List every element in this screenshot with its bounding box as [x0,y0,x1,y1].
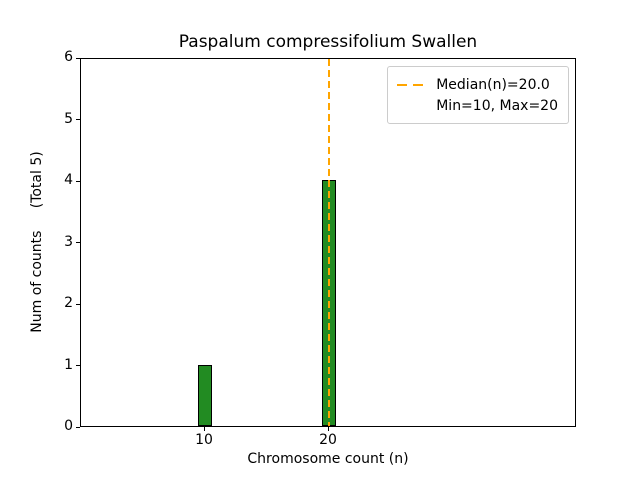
legend-entry-median: Median(n)=20.0 [397,74,558,95]
plot-area: Median(n)=20.0 Min=10, Max=20 [80,58,576,427]
y-tick-mark [76,119,80,120]
empty-legend-sample [397,105,427,107]
legend-label-median: Median(n)=20.0 [436,76,550,93]
y-tick-label: 0 [64,418,73,434]
chart-title: Paspalum compressifolium Swallen [178,32,478,52]
bar [197,364,213,426]
x-tick-mark [327,427,329,431]
y-tick-mark [76,303,80,305]
x-tick-label: 10 [195,432,213,448]
y-tick-label: 1 [64,356,73,373]
dashed-line-legend-sample-icon [397,83,428,86]
y-tick-mark [76,180,80,182]
legend-label-minmax: Min=10, Max=20 [436,97,558,114]
median-line [328,59,330,426]
y-tick-label: 6 [64,49,73,65]
y-tick-mark [76,242,80,243]
y-tick-mark [76,57,80,59]
x-tick-mark [203,427,205,431]
y-tick-label: 5 [64,110,73,127]
y-tick-label: 4 [64,172,73,188]
legend: Median(n)=20.0 Min=10, Max=20 [387,66,569,124]
x-tick-label: 20 [319,432,337,448]
legend-entry-minmax: Min=10, Max=20 [397,95,558,116]
y-tick-mark [76,365,80,366]
y-tick-label: 2 [64,295,73,311]
x-axis-label: Chromosome count (n) [247,451,409,467]
y-tick-label: 3 [64,233,73,250]
y-tick-mark [76,426,80,428]
